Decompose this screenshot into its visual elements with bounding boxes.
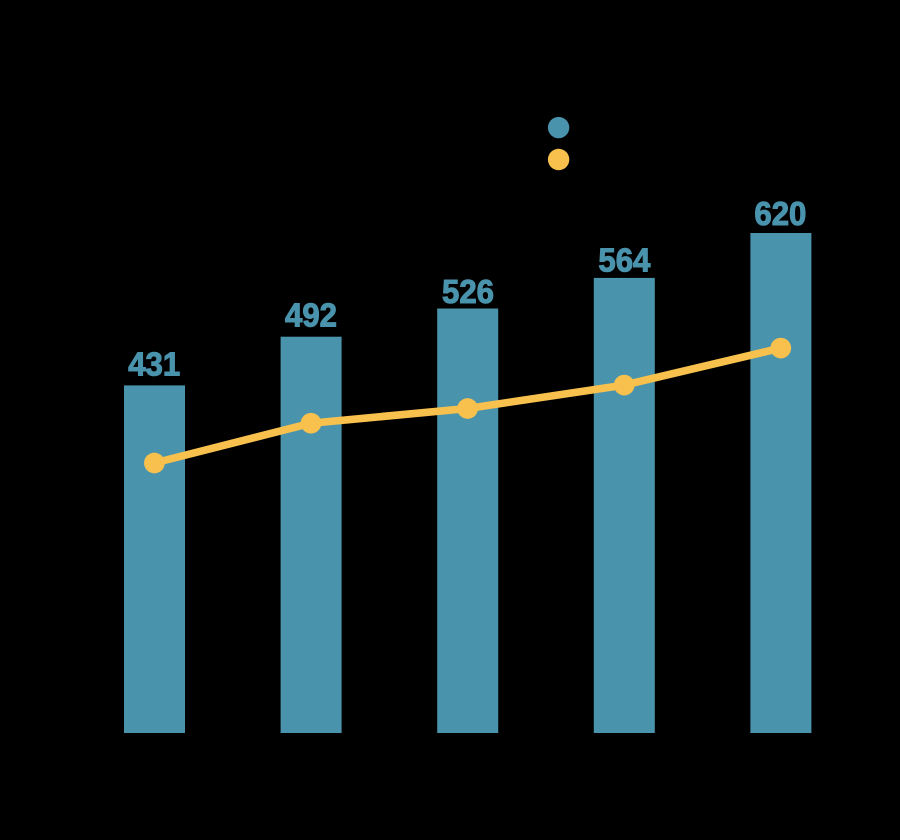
svg-text:492: 492 <box>285 296 337 333</box>
svg-text:620: 620 <box>754 195 806 232</box>
svg-text:431: 431 <box>128 346 180 383</box>
svg-text:564: 564 <box>598 242 651 279</box>
svg-text:526: 526 <box>442 273 494 310</box>
